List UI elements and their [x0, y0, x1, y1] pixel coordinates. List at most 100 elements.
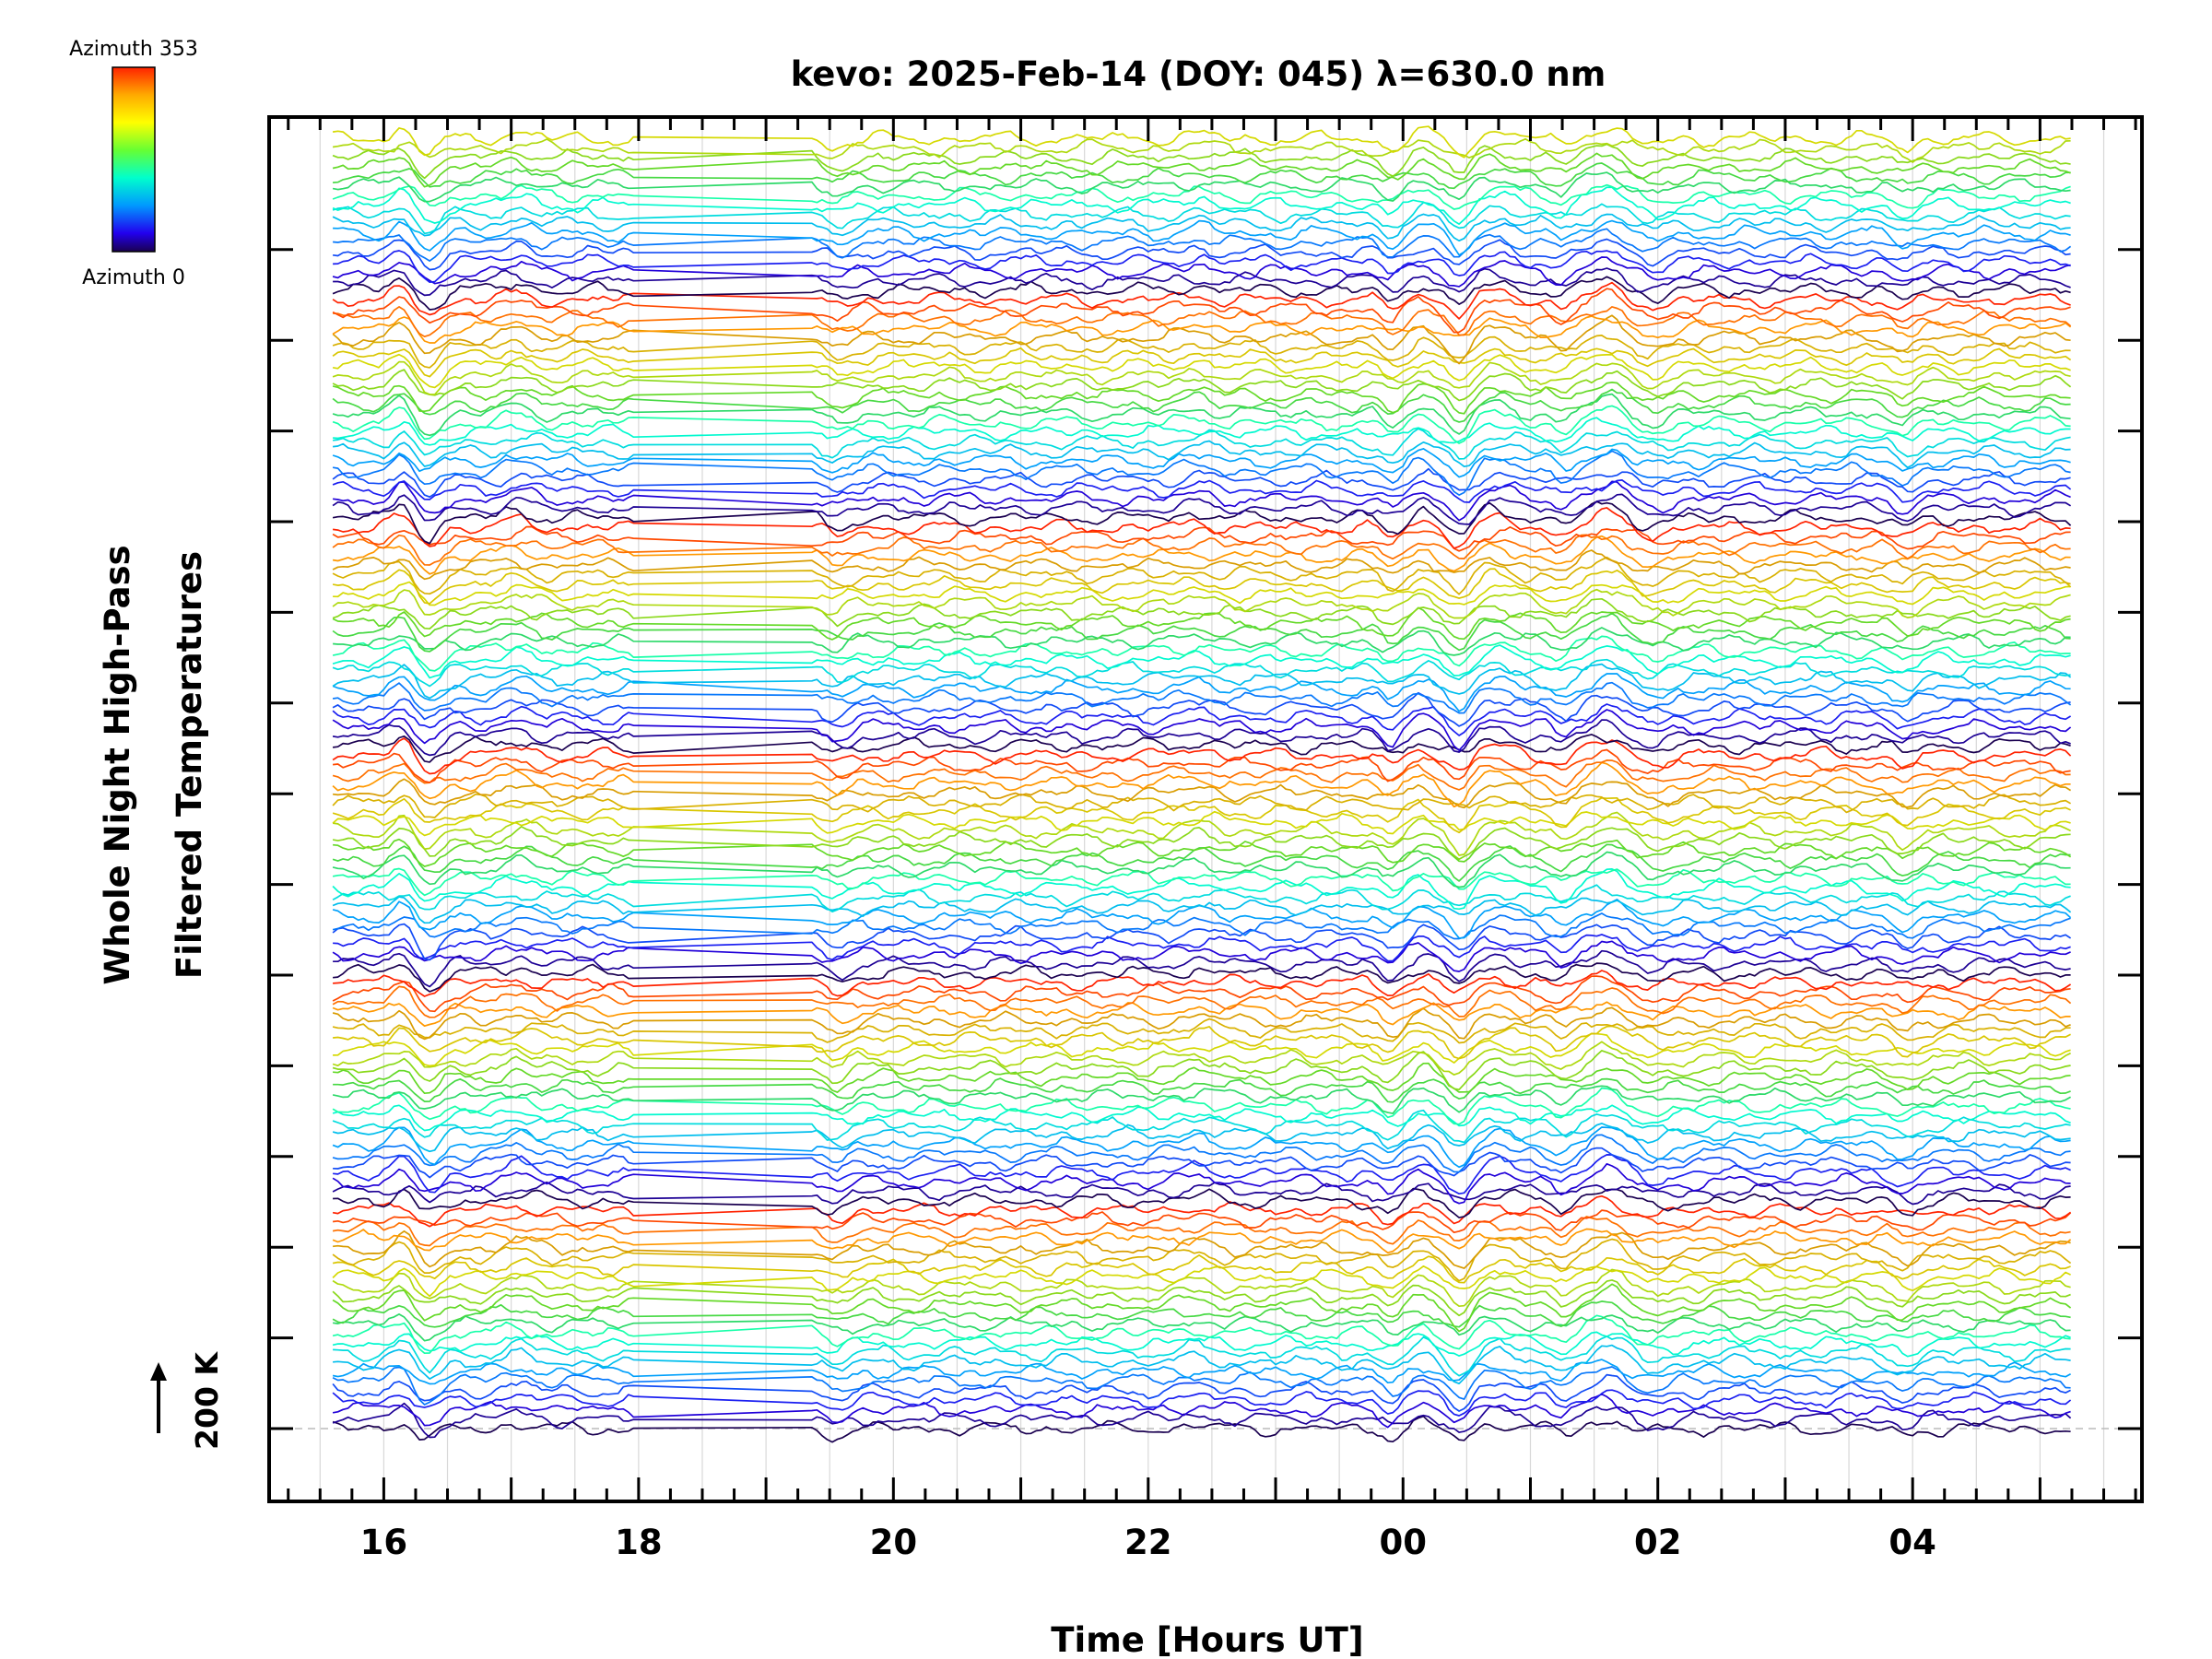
- series-line: [332, 507, 2071, 549]
- series-line: [333, 162, 2071, 190]
- series-line: [332, 796, 2071, 834]
- series-line: [332, 467, 2071, 499]
- series-line: [332, 500, 2072, 545]
- series-line: [332, 1402, 2072, 1439]
- axes: [269, 117, 2142, 1501]
- series-line: [332, 335, 2071, 369]
- series-line: [333, 1154, 2071, 1195]
- series-line: [333, 962, 2071, 993]
- series-line: [332, 186, 2071, 225]
- scale-bar-label: 200 K: [189, 1351, 225, 1450]
- series-line: [333, 417, 2071, 446]
- grid: [269, 117, 2142, 1501]
- series-line: [333, 1025, 2071, 1060]
- x-tick-labels: 16 18 20 22 00 02 04: [360, 1523, 1936, 1562]
- series-line: [332, 183, 2071, 210]
- series-line: [332, 1228, 2072, 1254]
- series-line: [332, 201, 2071, 235]
- series-line: [332, 597, 2071, 630]
- series-line: [332, 1279, 2071, 1317]
- series-line: [332, 493, 2072, 525]
- series-line: [332, 388, 2071, 423]
- series-line: [332, 826, 2071, 861]
- series-line: [332, 238, 2071, 271]
- series-line: [332, 360, 2071, 395]
- series-line: [332, 1373, 2071, 1412]
- series-line: [332, 867, 2071, 897]
- colorbar: [112, 66, 156, 253]
- series-line: [333, 440, 2071, 469]
- x-tick-label: 02: [1634, 1523, 1682, 1562]
- series-line: [332, 1359, 2072, 1385]
- series-line: [333, 306, 2072, 338]
- series-line: [332, 644, 2071, 679]
- series-line: [333, 267, 2071, 297]
- colorbar-top-label: Azimuth 353: [69, 38, 198, 61]
- series-line: [332, 382, 2071, 415]
- series-line: [332, 1209, 2072, 1234]
- series-line: [332, 171, 2071, 203]
- series-line: [332, 281, 2071, 320]
- series-line: [332, 315, 2072, 344]
- series-line: [333, 970, 2072, 997]
- series-line: [332, 1018, 2071, 1044]
- series-line: [332, 535, 2071, 575]
- series-line: [332, 810, 2071, 837]
- series-line: [332, 1041, 2071, 1076]
- series-line: [332, 709, 2072, 751]
- series-line: [332, 314, 2071, 365]
- series-line: [332, 896, 2072, 924]
- series-line: [332, 884, 2071, 913]
- series-line: [333, 748, 2071, 783]
- series-line: [332, 778, 2072, 809]
- series-line: [332, 568, 2072, 605]
- series-line: [332, 353, 2071, 389]
- series-line: [332, 1126, 2071, 1169]
- series-line: [332, 734, 2071, 763]
- series-line: [332, 1393, 2071, 1429]
- series-line: [333, 219, 2071, 256]
- series-line: [332, 137, 2071, 163]
- series-line: [332, 1300, 2071, 1328]
- scale-bar-arrowhead: [150, 1362, 167, 1381]
- series-line: [333, 581, 2071, 606]
- series-line: [332, 673, 2071, 712]
- series-line: [332, 843, 2071, 882]
- series-line: [332, 588, 2071, 619]
- series-line: [332, 1366, 2071, 1406]
- series-line: [332, 1254, 2071, 1284]
- series-line: [332, 940, 2071, 972]
- series-line: [332, 923, 2072, 961]
- series-line: [333, 949, 2071, 988]
- series-line: [333, 838, 2072, 867]
- colorbar-bottom-label: Azimuth 0: [82, 266, 185, 289]
- x-tick-label: 16: [360, 1523, 408, 1562]
- series-line: [332, 534, 2071, 566]
- chart-title: kevo: 2025-Feb-14 (DOY: 045) λ=630.0 nm: [791, 54, 1606, 94]
- series-line: [332, 450, 2071, 496]
- series-line: [332, 1087, 2071, 1125]
- series-line: [332, 1238, 2072, 1282]
- series-line: [332, 1314, 2071, 1355]
- series-line: [332, 428, 2071, 460]
- series-line: [332, 369, 2072, 402]
- series-line: [332, 448, 2071, 478]
- series-line: [332, 1085, 2072, 1114]
- series-line: [332, 975, 2071, 1013]
- series-line: [332, 703, 2072, 736]
- series-line: [332, 606, 2071, 641]
- series-line: [332, 393, 2071, 437]
- series-line: [332, 1331, 2071, 1358]
- series-line: [332, 1050, 2071, 1091]
- series-line: [333, 1187, 2071, 1218]
- series-line: [332, 256, 2071, 288]
- series-line: [332, 143, 2071, 180]
- series-line: [332, 288, 2071, 334]
- series-line: [332, 1181, 2071, 1206]
- series-line: [332, 549, 2071, 581]
- series-line: [333, 1344, 2071, 1385]
- series-line: [332, 1001, 2071, 1028]
- series-line: [332, 1313, 2071, 1342]
- series-line: [333, 934, 2071, 962]
